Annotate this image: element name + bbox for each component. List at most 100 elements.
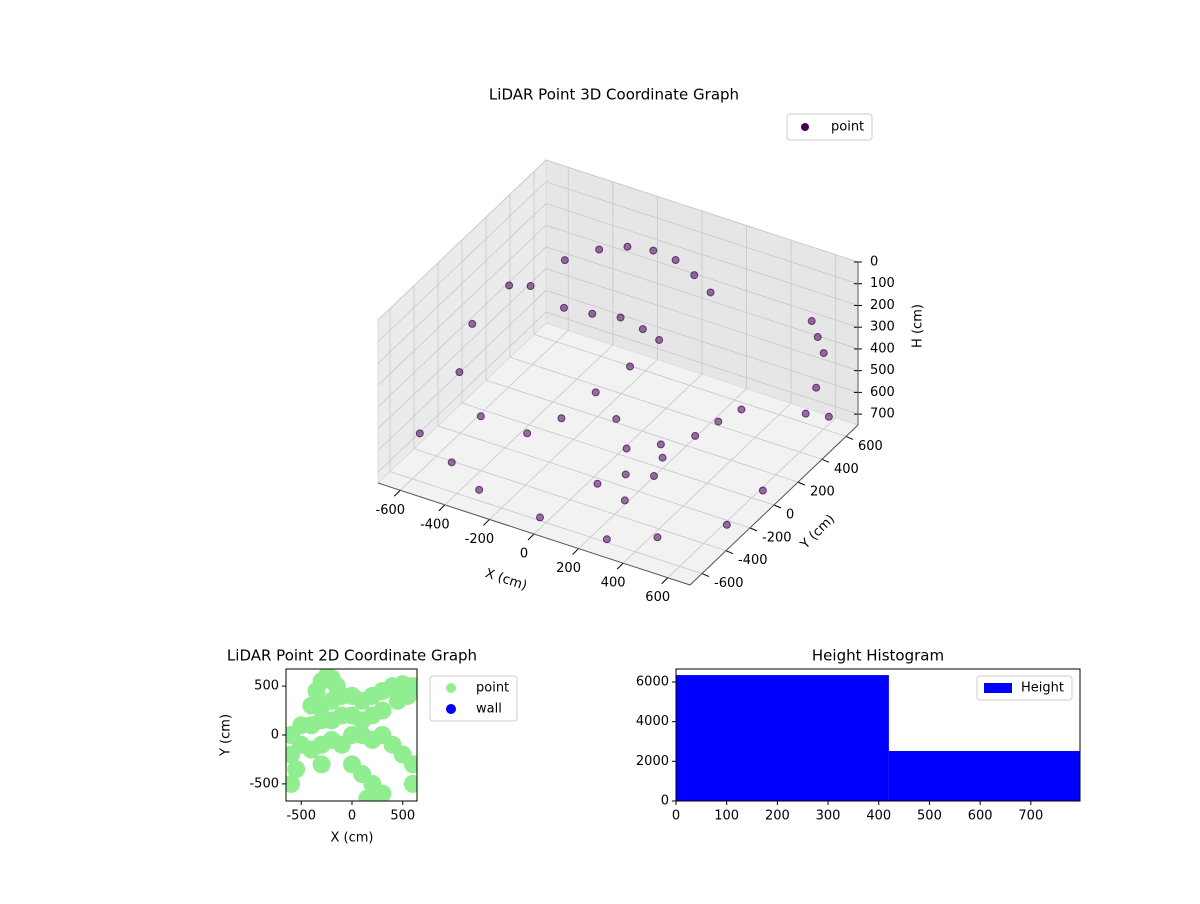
data-point	[373, 701, 392, 720]
x-tick-label: 600	[645, 590, 670, 605]
data-point	[758, 486, 767, 495]
data-point	[415, 429, 424, 438]
legend-marker	[801, 123, 809, 131]
data-point	[653, 533, 662, 542]
z-tick-label: 400	[870, 341, 895, 356]
y-tick-label: -200	[762, 530, 792, 545]
data-point	[312, 755, 331, 774]
z-tick-label: 0	[870, 255, 878, 270]
grid-line	[545, 268, 859, 372]
x-tick-label: -500	[286, 809, 316, 824]
z-tick-label: 700	[870, 407, 895, 422]
y-tick-label: 0	[661, 794, 669, 809]
data-point	[649, 246, 658, 255]
axes-frame	[675, 668, 1081, 802]
z-tick-label: 200	[870, 298, 895, 313]
x-tick-label: 0	[672, 809, 680, 824]
y-tick	[725, 550, 734, 555]
data-point	[690, 271, 699, 280]
legend-patch	[984, 683, 1012, 693]
data-point	[536, 513, 544, 522]
data-point	[526, 282, 535, 291]
data-point	[602, 535, 611, 544]
z-tick-label: 500	[870, 363, 895, 378]
data-point	[655, 335, 664, 344]
x-tick-label: -600	[376, 503, 406, 518]
y-axis-label: Y (cm)	[219, 714, 234, 757]
data-point	[505, 281, 514, 290]
y-tick-label: 400	[834, 462, 859, 477]
x-tick-label: 400	[866, 809, 891, 824]
data-point	[388, 691, 407, 710]
y-tick-label: -400	[738, 553, 768, 568]
x-tick-label: 200	[556, 561, 581, 576]
data-point	[476, 412, 485, 421]
y-tick	[821, 458, 830, 463]
grid-line	[545, 224, 859, 328]
grid-line	[377, 246, 547, 408]
y-tick-label: 4000	[636, 714, 669, 729]
data-point	[591, 388, 600, 397]
z-axis-label: H (cm)	[911, 304, 926, 348]
x-tick	[438, 504, 446, 512]
data-point	[650, 472, 658, 481]
x-tick-label: -200	[465, 532, 495, 547]
x-tick-label: 100	[714, 809, 739, 824]
data-point	[286, 774, 301, 793]
data-point	[560, 256, 569, 265]
y-tick-label: -600	[714, 576, 744, 591]
data-point	[622, 444, 631, 453]
legend-label: point	[476, 681, 509, 696]
data-point	[801, 409, 810, 418]
data-point	[307, 682, 326, 700]
data-point	[812, 383, 821, 392]
data-point	[813, 333, 822, 342]
legend-frame	[976, 675, 1073, 701]
x-tick-label: 200	[765, 809, 790, 824]
data-point	[612, 414, 621, 423]
chart-title: LiDAR Point 3D Coordinate Graph	[489, 86, 739, 104]
grid-line	[545, 203, 859, 306]
data-point	[455, 368, 464, 377]
data-point	[623, 242, 632, 251]
data-point	[656, 440, 665, 449]
x-tick-label: 500	[917, 809, 942, 824]
grid-line	[545, 246, 859, 350]
data-point	[373, 784, 392, 801]
grid-line	[545, 159, 859, 263]
y-tick-label: 500	[254, 679, 279, 694]
grid-line	[377, 311, 547, 473]
data-point	[671, 256, 680, 265]
y-tick	[749, 527, 758, 532]
data-point	[557, 414, 566, 423]
x-tick	[572, 548, 579, 555]
x-tick-label: -400	[420, 517, 450, 532]
y-tick	[845, 435, 854, 440]
grid-line	[461, 402, 775, 506]
x-tick-label: 0	[520, 547, 528, 562]
data-point	[706, 288, 715, 297]
x-axis-label: X (cm)	[331, 831, 374, 846]
legend-label: Height	[1021, 681, 1064, 696]
z-tick-label: 600	[870, 385, 895, 400]
grid-line	[377, 181, 547, 343]
data-point	[691, 431, 700, 440]
data-point	[819, 349, 828, 358]
y-tick-label: -500	[249, 776, 279, 791]
x-tick	[616, 562, 624, 570]
data-point	[714, 417, 723, 426]
data-point	[286, 745, 301, 764]
legend-label: wall	[476, 702, 502, 717]
data-point	[403, 774, 417, 793]
grid-line	[377, 159, 547, 321]
x-tick	[483, 519, 490, 526]
data-point	[287, 760, 306, 779]
x-tick-label: 0	[348, 809, 356, 824]
data-point	[638, 325, 647, 334]
data-point	[620, 496, 629, 505]
grid-line	[545, 290, 859, 393]
grid-line	[377, 203, 547, 364]
y-tick	[797, 481, 806, 486]
legend-marker	[446, 683, 456, 693]
